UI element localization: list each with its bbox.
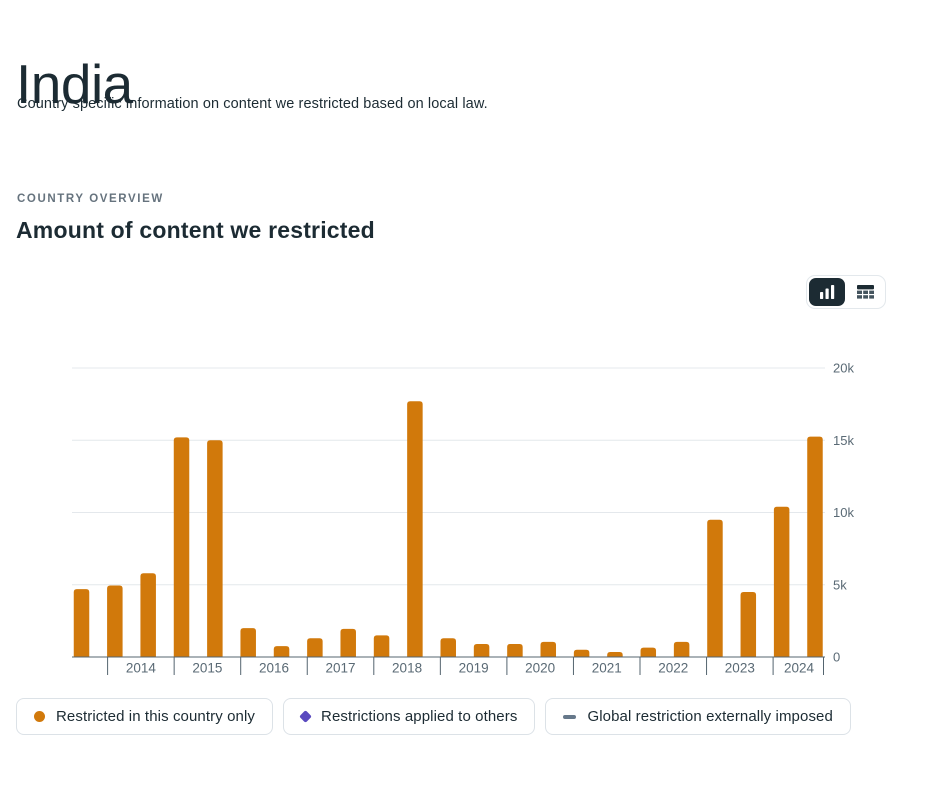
bar-2019-h2[interactable] [473, 643, 490, 657]
legend-item-label: Restricted in this country only [56, 708, 256, 725]
bar-2024-h2[interactable] [807, 436, 823, 657]
diamond-marker-icon [299, 710, 312, 723]
legend-item-restrictions-applied-to-others[interactable]: Restrictions applied to others [283, 698, 536, 735]
bar-2015-h1[interactable] [173, 437, 190, 657]
legend-item-label: Global restriction externally imposed [587, 708, 833, 725]
page-subtitle: Country specific information on content … [17, 96, 488, 112]
y-axis-label-10k: 10k [833, 505, 854, 520]
x-axis-label-2019: 2019 [459, 661, 489, 676]
bar-2022-h2[interactable] [673, 641, 690, 657]
legend-item-global-restriction-external[interactable]: Global restriction externally imposed [545, 698, 851, 735]
bar-2017-h1[interactable] [307, 638, 323, 657]
dash-marker-icon [563, 714, 577, 719]
chart-canvas: 2014 2015 2016 2017 2018 2019 2020 2021 2022 2023… [72, 361, 854, 676]
x-axis-label-2015: 2015 [192, 661, 222, 676]
table-icon [856, 285, 874, 299]
bar-2021-h1[interactable] [573, 649, 590, 657]
bar-2013-h2[interactable] [73, 589, 90, 657]
bar-2018-h2[interactable] [407, 401, 423, 657]
bar-2016-h1[interactable] [240, 628, 256, 657]
x-axis-label-2023: 2023 [725, 661, 755, 676]
y-axis-label-15k: 15k [833, 433, 854, 448]
table-view-button[interactable] [847, 278, 883, 306]
x-axis-label-2024: 2024 [784, 661, 815, 676]
chart-legend: Restricted in this country only Restrict… [16, 698, 851, 735]
bar-2023-h1[interactable] [707, 519, 723, 657]
bar-2020-h2[interactable] [540, 641, 557, 657]
x-axis-label-2021: 2021 [592, 661, 622, 676]
bar-2018-h1[interactable] [373, 635, 390, 657]
x-axis-label-2020: 2020 [525, 661, 555, 676]
chart-view-button[interactable] [809, 278, 845, 306]
y-axis-label-5k: 5k [833, 577, 847, 592]
bar-2017-h2[interactable] [340, 628, 356, 657]
y-axis-label-20k: 20k [833, 361, 854, 376]
section-heading: Amount of content we restricted [16, 217, 375, 243]
bar-2023-h2[interactable] [740, 591, 757, 657]
bar-2014-h2[interactable] [140, 573, 156, 657]
bar-2016-h2[interactable] [273, 646, 290, 657]
x-axis-label-2016: 2016 [259, 661, 289, 676]
bar-2020-h1[interactable] [507, 643, 523, 657]
bar-2015-h2[interactable] [207, 440, 223, 657]
bar-2019-h1[interactable] [440, 638, 456, 657]
page-title: India [16, 52, 133, 115]
view-toggle [806, 275, 886, 309]
y-axis-label-0: 0 [833, 650, 840, 665]
legend-item-restricted-country-only[interactable]: Restricted in this country only [16, 698, 274, 735]
x-axis-label-2022: 2022 [658, 661, 688, 676]
bar-2022-h1[interactable] [640, 647, 657, 657]
legend-item-label: Restrictions applied to others [321, 708, 518, 725]
x-axis-label-2018: 2018 [392, 661, 422, 676]
x-axis-label-2017: 2017 [326, 661, 356, 676]
bar-chart-icon [819, 285, 835, 299]
x-axis-label-2014: 2014 [126, 661, 157, 676]
section-eyebrow: COUNTRY OVERVIEW [17, 193, 164, 205]
restrictions-chart: 2014 2015 2016 2017 2018 2019 2020 2021 2022 2023… [0, 350, 944, 695]
circle-marker-icon [34, 711, 45, 722]
bar-2024-h1[interactable] [773, 506, 790, 657]
bar-2021-h2[interactable] [607, 651, 623, 657]
bar-2014-h1[interactable] [107, 585, 123, 657]
